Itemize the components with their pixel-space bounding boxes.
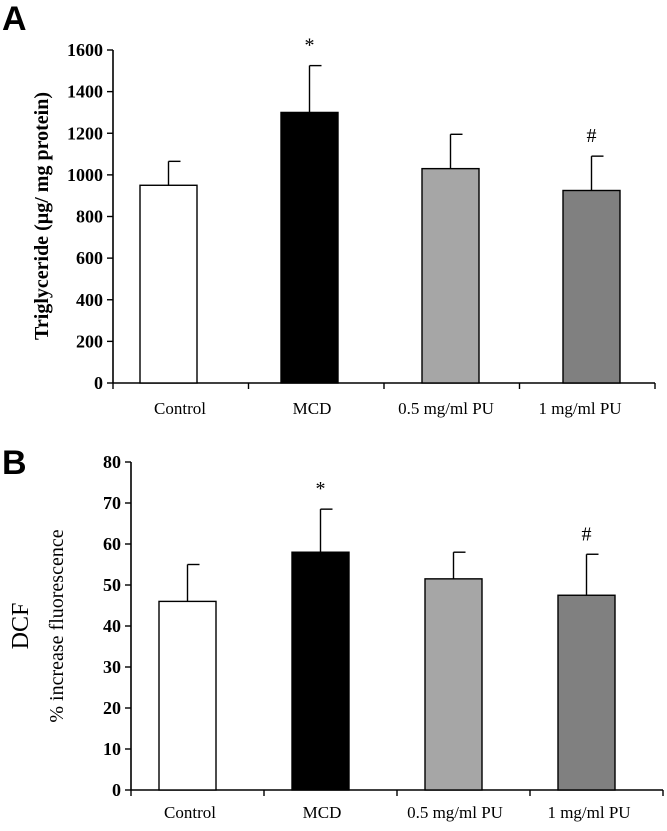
bar [158, 600, 217, 791]
y-tick-label: 80 [103, 452, 121, 472]
significance-mark: # [587, 125, 597, 147]
y-tick-label: 600 [76, 248, 103, 268]
significance-mark: * [305, 35, 315, 57]
category-label: MCD [293, 399, 332, 418]
panel-a: A 0 200 400 600 800 1000 1200 1400 1600 Control * MC… [2, 0, 656, 418]
y-tick-label: 800 [76, 207, 103, 227]
y-tick-label: 1600 [67, 40, 103, 60]
category-label: MCD [303, 803, 342, 822]
y-tick-label: 60 [103, 534, 121, 554]
bar [557, 594, 616, 791]
bar [280, 111, 339, 384]
y-tick-label: 20 [103, 698, 121, 718]
significance-mark: * [316, 478, 326, 500]
bar [291, 551, 350, 791]
category-label: Control [154, 399, 206, 418]
y-axis-label: Triglyceride (µg/ mg protein) [31, 92, 53, 340]
y-axis-label: % increase fluorescence [46, 529, 68, 722]
panel-letter: A [2, 0, 27, 38]
category-label: 0.5 mg/ml PU [398, 399, 494, 418]
bar [421, 167, 480, 384]
y-tick-label: 1200 [67, 123, 103, 143]
bar [139, 184, 198, 384]
y-tick-label: 200 [76, 331, 103, 351]
category-label: Control [164, 803, 216, 822]
y-tick-label: 1000 [67, 165, 103, 185]
bar [562, 189, 621, 384]
y-tick-label: 30 [103, 657, 121, 677]
y-tick-label: 50 [103, 575, 121, 595]
y-tick-label: 10 [103, 739, 121, 759]
category-label: 0.5 mg/ml PU [407, 803, 503, 822]
y-tick-label: 0 [112, 780, 121, 800]
category-label: 1 mg/ml PU [547, 803, 630, 822]
y-axis-label-main: DCF [8, 603, 34, 650]
bar [424, 578, 483, 791]
y-tick-label: 40 [103, 616, 121, 636]
panel-b: B 0 10 20 30 40 50 60 70 80 Control * MCD 0.5 mg/ml P… [2, 444, 664, 822]
y-tick-label: 0 [94, 373, 103, 393]
category-label: 1 mg/ml PU [538, 399, 621, 418]
y-tick-label: 1400 [67, 82, 103, 102]
significance-mark: # [582, 523, 592, 545]
y-tick-label: 70 [103, 493, 121, 513]
panel-letter: B [2, 444, 27, 482]
y-tick-label: 400 [76, 290, 103, 310]
